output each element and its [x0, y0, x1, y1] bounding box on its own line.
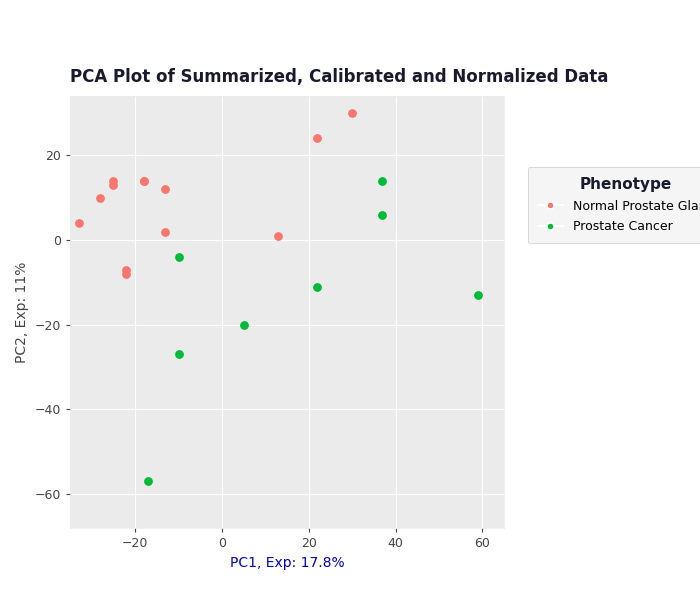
Text: PCA Plot of Summarized, Calibrated and Normalized Data: PCA Plot of Summarized, Calibrated and N…	[70, 68, 608, 86]
Prostate Cancer	[473, 290, 484, 300]
Normal Prostate Gland	[138, 176, 149, 185]
Prostate Cancer	[143, 476, 154, 486]
Normal Prostate Gland	[160, 227, 171, 236]
Prostate Cancer	[173, 252, 184, 262]
Normal Prostate Gland	[312, 134, 323, 143]
Normal Prostate Gland	[121, 269, 132, 278]
Normal Prostate Gland	[73, 218, 84, 228]
Prostate Cancer	[173, 350, 184, 359]
Prostate Cancer	[312, 282, 323, 292]
X-axis label: PC1, Exp: 17.8%: PC1, Exp: 17.8%	[230, 556, 344, 569]
Normal Prostate Gland	[121, 265, 132, 274]
Legend: Normal Prostate Gland, Prostate Cancer: Normal Prostate Gland, Prostate Cancer	[528, 167, 700, 243]
Prostate Cancer	[238, 320, 249, 329]
Normal Prostate Gland	[346, 108, 358, 118]
Normal Prostate Gland	[94, 193, 106, 202]
Normal Prostate Gland	[273, 231, 284, 241]
Prostate Cancer	[377, 210, 388, 220]
Prostate Cancer	[377, 176, 388, 185]
Normal Prostate Gland	[108, 180, 119, 190]
Normal Prostate Gland	[108, 176, 119, 185]
Normal Prostate Gland	[160, 184, 171, 194]
Normal Prostate Gland	[138, 176, 149, 185]
Y-axis label: PC2, Exp: 11%: PC2, Exp: 11%	[15, 262, 29, 362]
